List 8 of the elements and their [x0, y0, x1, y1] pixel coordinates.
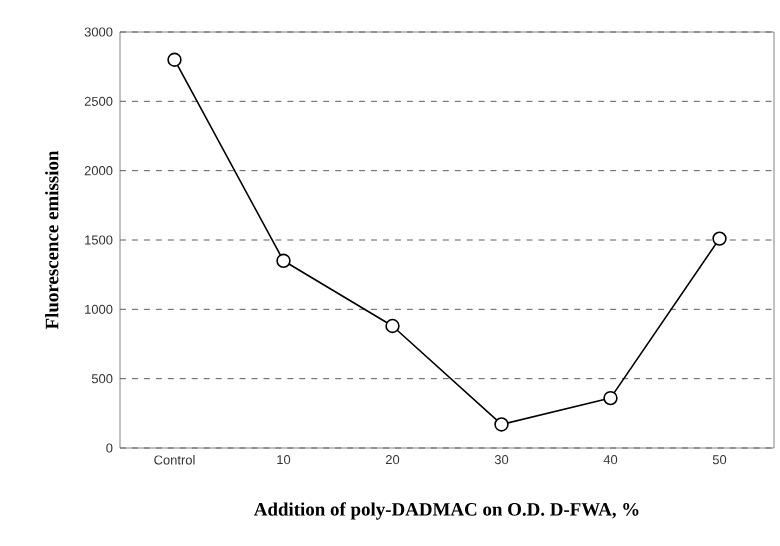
point: [603, 390, 618, 406]
point: [276, 253, 291, 268]
point: [385, 318, 400, 334]
point: [712, 231, 727, 246]
y-axis-title: Fluorescence emission: [45, 150, 59, 330]
point: [167, 52, 182, 67]
point: [494, 417, 509, 432]
x-axis-title: Addition of poly-DADMAC on O.D. D-FWA, %: [253, 502, 639, 520]
